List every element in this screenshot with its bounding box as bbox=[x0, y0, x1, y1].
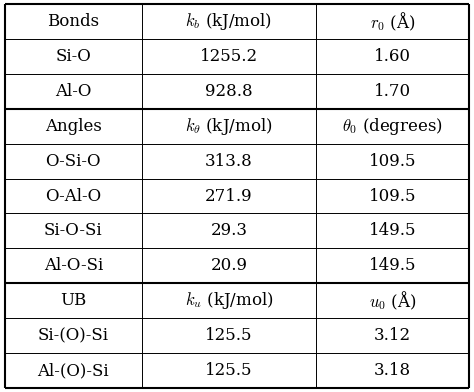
Text: $k_b$ (kJ/mol): $k_b$ (kJ/mol) bbox=[185, 11, 273, 32]
Text: Si-O-Si: Si-O-Si bbox=[44, 222, 102, 240]
Text: 125.5: 125.5 bbox=[205, 362, 253, 379]
Text: 271.9: 271.9 bbox=[205, 187, 253, 205]
Text: Si-O: Si-O bbox=[55, 48, 91, 65]
Text: Al-O-Si: Al-O-Si bbox=[44, 257, 103, 274]
Text: 109.5: 109.5 bbox=[369, 152, 416, 170]
Text: O-Si-O: O-Si-O bbox=[46, 152, 101, 170]
Text: $r_0$ (Å): $r_0$ (Å) bbox=[370, 10, 415, 33]
Text: 149.5: 149.5 bbox=[369, 222, 416, 240]
Text: Al-(O)-Si: Al-(O)-Si bbox=[37, 362, 109, 379]
Text: 313.8: 313.8 bbox=[205, 152, 253, 170]
Text: 149.5: 149.5 bbox=[369, 257, 416, 274]
Text: $k_u$ (kJ/mol): $k_u$ (kJ/mol) bbox=[184, 290, 273, 311]
Text: $k_{\theta}$ (kJ/mol): $k_{\theta}$ (kJ/mol) bbox=[185, 116, 273, 137]
Text: $u_0$ (Å): $u_0$ (Å) bbox=[369, 289, 416, 312]
Text: Al-O: Al-O bbox=[55, 83, 91, 100]
Text: 928.8: 928.8 bbox=[205, 83, 253, 100]
Text: 109.5: 109.5 bbox=[369, 187, 416, 205]
Text: Si-(O)-Si: Si-(O)-Si bbox=[38, 327, 109, 344]
Text: 125.5: 125.5 bbox=[205, 327, 253, 344]
Text: 20.9: 20.9 bbox=[210, 257, 247, 274]
Text: Angles: Angles bbox=[45, 118, 102, 135]
Text: 29.3: 29.3 bbox=[210, 222, 247, 240]
Text: UB: UB bbox=[60, 292, 86, 309]
Text: O-Al-O: O-Al-O bbox=[45, 187, 101, 205]
Text: 1255.2: 1255.2 bbox=[200, 48, 258, 65]
Text: $\theta_0$ (degrees): $\theta_0$ (degrees) bbox=[342, 116, 443, 137]
Text: 1.60: 1.60 bbox=[374, 48, 411, 65]
Text: 3.18: 3.18 bbox=[374, 362, 411, 379]
Text: Bonds: Bonds bbox=[47, 13, 100, 30]
Text: 1.70: 1.70 bbox=[374, 83, 411, 100]
Text: 3.12: 3.12 bbox=[374, 327, 411, 344]
